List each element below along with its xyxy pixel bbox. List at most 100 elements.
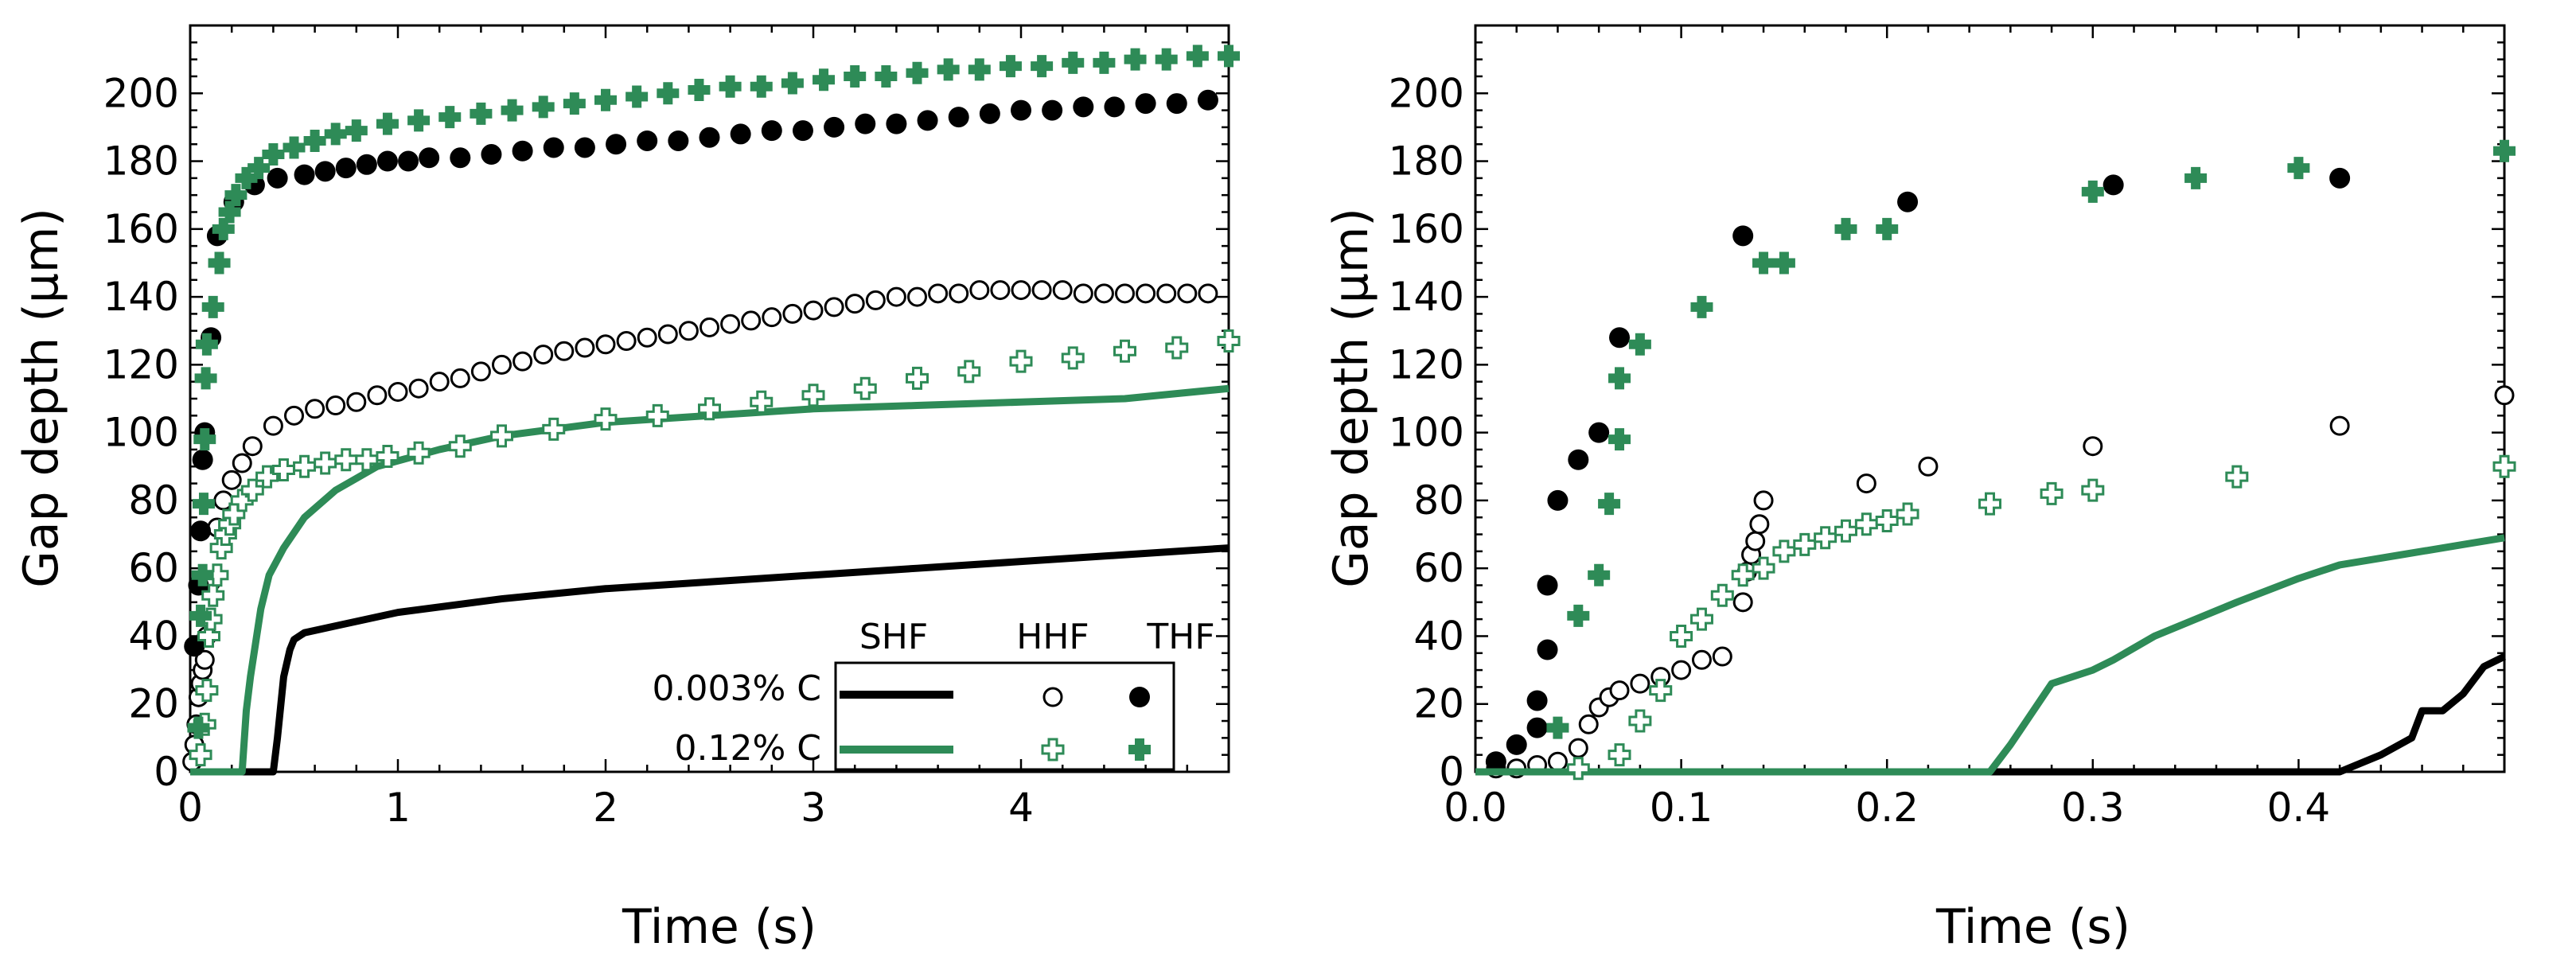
data-point-0-12-c-thf: [1588, 563, 1611, 586]
data-point-0-12-c-thf: [1834, 217, 1857, 240]
x-tick-label: 0.1: [1650, 785, 1713, 831]
data-point-0-003-c-thf: [979, 103, 1000, 124]
y-tick-label: 140: [103, 274, 179, 320]
data-point-0-12-c-hhf: [490, 424, 513, 448]
data-point-0-003-c-thf: [2329, 167, 2351, 189]
data-point-0-003-c-hhf: [1156, 283, 1177, 304]
x-tick-label: 1: [385, 785, 411, 831]
y-tick-label: 120: [1389, 341, 1464, 388]
data-point-0-003-c-hhf: [408, 378, 429, 399]
data-point-0-12-c-hhf: [542, 417, 566, 441]
data-point-0-003-c-hhf: [1568, 738, 1588, 758]
data-point-0-12-c-hhf: [853, 376, 877, 400]
data-point-0-12-c-thf: [875, 64, 898, 88]
data-point-0-12-c-thf: [781, 72, 804, 95]
data-point-0-12-c-hhf: [376, 444, 399, 468]
data-point-0-003-c-hhf: [1753, 490, 1774, 511]
data-point-0-12-c-thf: [1124, 48, 1147, 71]
data-point-0-12-c-hhf: [1628, 709, 1652, 733]
data-point-0-12-c-thf: [235, 166, 258, 189]
data-point-0-12-c-thf: [2184, 166, 2208, 189]
data-point-0-12-c-thf: [194, 367, 217, 390]
data-point-0-003-c-hhf: [637, 327, 657, 348]
data-point-0-003-c-hhf: [1011, 280, 1031, 301]
data-point-0-003-c-hhf: [1856, 473, 1876, 494]
data-point-0-12-c-thf: [937, 58, 960, 81]
data-point-0-003-c-hhf: [450, 368, 470, 388]
x-tick-label: 2: [593, 785, 618, 831]
data-point-0-12-c-thf: [324, 123, 347, 146]
y-tick-label: 140: [1389, 274, 1464, 320]
data-point-0-003-c-thf: [1485, 751, 1506, 773]
data-point-0-12-c-thf: [719, 75, 742, 98]
x-axis-title-right: Time (s): [1935, 899, 2130, 955]
data-point-0-12-c-hhf: [334, 448, 358, 472]
data-point-0-12-c-thf: [192, 493, 215, 516]
data-point-0-12-c-hhf: [1061, 346, 1085, 370]
data-point-0-003-c-hhf: [554, 341, 575, 361]
data-point-0-003-c-thf: [450, 147, 471, 169]
data-point-0-12-c-thf: [1876, 217, 1899, 240]
data-point-0-003-c-hhf: [657, 324, 678, 345]
data-point-0-003-c-thf: [1104, 96, 1125, 118]
data-point-0-003-c-thf: [1506, 734, 1527, 755]
data-point-0-003-c-thf: [792, 120, 813, 142]
data-point-0-12-c-hhf: [698, 397, 721, 421]
data-point-0-003-c-hhf: [1093, 283, 1114, 304]
data-point-0-12-c-thf: [1155, 48, 1178, 71]
data-point-0-003-c-thf: [948, 107, 969, 128]
data-point-0-003-c-thf: [730, 123, 751, 145]
y-tick-label: 0: [1439, 749, 1464, 795]
data-point-0-12-c-hhf: [1608, 743, 1631, 767]
data-point-0-003-c-thf: [606, 134, 627, 155]
data-point-0-003-c-hhf: [1073, 283, 1093, 304]
y-tick-label: 80: [128, 477, 179, 524]
data-point-0-12-c-hhf: [2225, 465, 2249, 489]
data-point-0-003-c-hhf: [1547, 751, 1568, 772]
data-point-0-12-c-hhf: [197, 624, 220, 648]
data-point-0-12-c-hhf: [448, 434, 472, 458]
data-point-0-003-c-thf: [2102, 174, 2124, 196]
data-point-0-12-c-thf: [208, 251, 231, 275]
data-point-0-12-c-hhf: [957, 360, 981, 384]
data-point-0-12-c-thf: [195, 333, 218, 356]
data-point-0-003-c-hhf: [1609, 680, 1630, 701]
y-tick-label: 100: [1389, 410, 1464, 456]
data-point-0-003-c-thf: [192, 449, 213, 470]
data-point-0-003-c-hhf: [1712, 646, 1732, 667]
data-point-0-12-c-thf: [501, 99, 524, 122]
data-point-0-003-c-thf: [190, 520, 212, 542]
data-point-0-12-c-thf: [224, 184, 247, 207]
y-tick-label: 160: [103, 206, 179, 252]
data-point-0-003-c-thf: [1568, 449, 1589, 470]
data-point-0-003-c-thf: [543, 137, 564, 158]
data-point-0-003-c-thf: [481, 144, 502, 166]
legend-sample-hhf-high-carbon: [1041, 738, 1065, 762]
data-point-0-003-c-hhf: [492, 354, 512, 375]
data-point-0-003-c-thf: [335, 158, 357, 179]
data-point-0-12-c-thf: [1608, 428, 1631, 451]
data-point-0-12-c-hhf: [1752, 556, 1775, 580]
data-point-0-12-c-thf: [345, 119, 368, 142]
data-point-0-003-c-thf: [1537, 575, 1558, 596]
data-point-0-12-c-hhf: [1009, 349, 1033, 373]
data-point-0-12-c-thf: [844, 64, 867, 88]
data-point-0-003-c-hhf: [865, 290, 886, 310]
data-point-0-003-c-hhf: [1031, 280, 1052, 301]
y-tick-label: 180: [103, 138, 179, 185]
data-point-0-003-c-hhf: [700, 317, 719, 337]
data-point-0-003-c-thf: [1609, 327, 1631, 349]
data-point-0-12-c-hhf: [230, 489, 254, 512]
data-point-0-003-c-hhf: [1115, 283, 1135, 304]
data-point-0-12-c-thf: [563, 92, 586, 115]
series-line-0-003-c-shf: [1475, 653, 2506, 776]
y-axis-title-left: Gap depth (µm): [14, 208, 69, 588]
data-point-0-003-c-thf: [1537, 639, 1558, 660]
data-point-0-003-c-thf: [574, 137, 595, 158]
chart-right: Gap depth (µm) Time (s) 0 20 40 60 80 100 120 1…: [1323, 24, 2516, 955]
data-point-0-003-c-hhf: [305, 399, 325, 419]
data-point-0-12-c-thf: [625, 85, 649, 108]
data-point-0-003-c-thf: [419, 147, 440, 169]
data-point-0-003-c-hhf: [1630, 673, 1650, 694]
data-point-0-12-c-hhf: [906, 366, 929, 390]
